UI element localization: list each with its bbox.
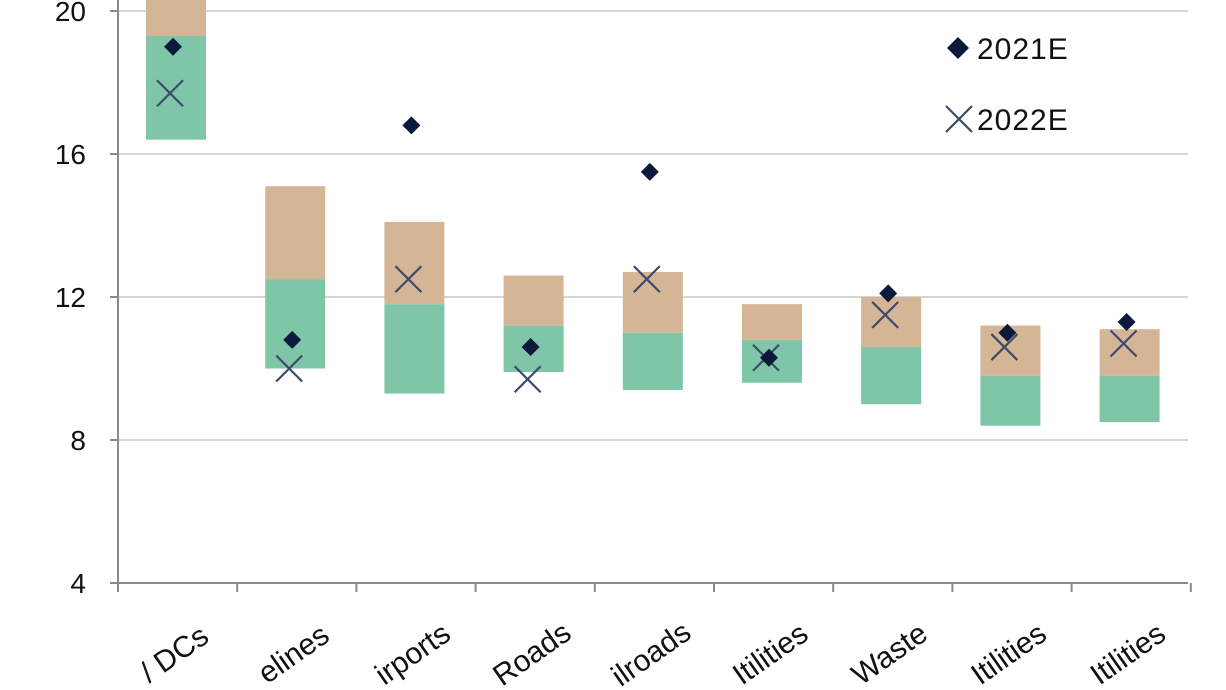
x-tick-label: Itilities: [1085, 617, 1172, 690]
marker-2022e: [990, 333, 1019, 361]
x-tick-label: Waste: [846, 617, 934, 690]
legend-diamond-marker: [947, 37, 969, 59]
marker-2021e: [283, 330, 302, 349]
legend-x-marker: [945, 105, 973, 133]
y-tick-label: 12: [55, 282, 86, 313]
bar-lower-segment: [622, 332, 683, 390]
y-tick-labels: 4 8 12 16 20: [55, 0, 86, 599]
x-tick-label: Itilities: [965, 617, 1052, 690]
marker-2021e: [1117, 313, 1136, 332]
legend-label-2022e: 2022E: [977, 104, 1069, 137]
bar-upper-segment: [384, 221, 445, 305]
x-tick-label: Roads: [487, 616, 577, 690]
bar-lower-segment: [265, 279, 326, 369]
marker-2021e: [521, 338, 540, 357]
bar-upper-segment: [146, 0, 206, 37]
x-tick-label: Itilities: [727, 617, 814, 690]
marker-2021e: [879, 284, 898, 303]
marker-2021e: [640, 162, 659, 181]
marker-2021e: [402, 116, 421, 135]
x-tick-label: elines: [252, 618, 335, 690]
x-tick-labels: / DCs elines irports Roads ilroads Itilities W…: [134, 615, 1171, 690]
marker-2021e: [164, 37, 182, 56]
bar-upper-segment: [742, 304, 802, 340]
y-tick-label: 8: [70, 425, 86, 456]
x-tick-label: ilroads: [606, 615, 697, 690]
y-tick-label: 16: [55, 139, 86, 170]
legend-label-2021e: 2021E: [977, 33, 1069, 66]
markers: [156, 37, 1138, 394]
bar-lower-segment: [1099, 375, 1160, 423]
range-bars: [146, 0, 1160, 426]
axes: [110, 0, 1192, 592]
legend: 2021E 2022E: [945, 33, 1069, 137]
marker-2021e: [998, 323, 1017, 342]
marker-2022e: [871, 301, 899, 329]
marker-2022e: [633, 265, 661, 293]
x-tick-label: irports: [369, 617, 456, 690]
bar-lower-segment: [384, 304, 445, 394]
marker-2022e: [275, 354, 303, 383]
marker-2022e: [513, 365, 542, 394]
x-tick-label: / DCs: [134, 619, 214, 689]
marker-2021e: [760, 348, 778, 367]
y-tick-label: 20: [55, 0, 86, 27]
bar-upper-segment: [622, 271, 683, 333]
marker-2022e: [394, 265, 423, 293]
marker-2022e: [156, 79, 184, 108]
bar-upper-segment: [265, 186, 326, 280]
marker-2022e: [1109, 329, 1138, 358]
bar-lower-segment: [980, 375, 1041, 426]
bar-upper-segment: [503, 275, 564, 326]
y-tick-label: 4: [70, 568, 86, 599]
bar-lower-segment: [861, 347, 922, 405]
